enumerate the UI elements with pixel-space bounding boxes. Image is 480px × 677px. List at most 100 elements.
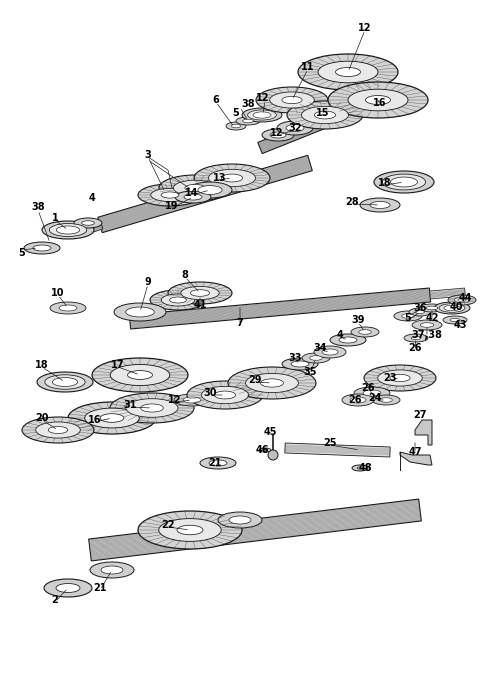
Text: 44: 44	[458, 293, 472, 303]
Text: 21: 21	[208, 458, 222, 468]
Ellipse shape	[426, 306, 438, 310]
Text: 41: 41	[193, 300, 207, 310]
Ellipse shape	[151, 188, 189, 202]
Text: 30: 30	[203, 388, 217, 398]
Ellipse shape	[439, 304, 465, 312]
Ellipse shape	[342, 394, 374, 406]
Ellipse shape	[45, 375, 85, 389]
Ellipse shape	[200, 457, 236, 469]
Ellipse shape	[416, 310, 424, 313]
Circle shape	[268, 450, 278, 460]
Ellipse shape	[390, 374, 410, 382]
Ellipse shape	[215, 391, 236, 399]
Ellipse shape	[184, 194, 202, 200]
Text: 3: 3	[144, 150, 151, 160]
Ellipse shape	[187, 381, 263, 409]
Ellipse shape	[262, 129, 294, 141]
Text: 11: 11	[301, 62, 315, 72]
Text: 12: 12	[358, 23, 372, 33]
Ellipse shape	[183, 397, 201, 403]
Ellipse shape	[360, 198, 400, 212]
Ellipse shape	[328, 82, 428, 118]
Ellipse shape	[209, 460, 227, 466]
Text: 36: 36	[413, 303, 427, 313]
Polygon shape	[415, 420, 432, 445]
Text: 26: 26	[361, 383, 375, 393]
Text: 12: 12	[256, 93, 270, 103]
Ellipse shape	[419, 304, 445, 312]
Ellipse shape	[458, 299, 466, 301]
Ellipse shape	[74, 218, 102, 228]
Ellipse shape	[218, 512, 262, 528]
Ellipse shape	[159, 519, 221, 542]
Ellipse shape	[444, 305, 460, 311]
Ellipse shape	[228, 367, 316, 399]
Text: 23: 23	[383, 373, 397, 383]
Text: 18: 18	[35, 360, 49, 370]
Ellipse shape	[351, 327, 379, 337]
Text: 39: 39	[351, 315, 365, 325]
Ellipse shape	[221, 174, 242, 182]
Ellipse shape	[44, 579, 92, 597]
Ellipse shape	[100, 414, 124, 422]
Ellipse shape	[339, 337, 357, 343]
Text: 7: 7	[237, 318, 243, 328]
Ellipse shape	[277, 121, 313, 135]
Ellipse shape	[357, 467, 363, 469]
Text: 15: 15	[316, 108, 330, 118]
Ellipse shape	[236, 117, 260, 125]
Ellipse shape	[82, 221, 94, 225]
Ellipse shape	[270, 132, 286, 138]
Ellipse shape	[412, 320, 442, 330]
Text: 27: 27	[413, 410, 427, 420]
Polygon shape	[258, 94, 382, 154]
Polygon shape	[74, 223, 103, 238]
Ellipse shape	[391, 177, 418, 187]
Ellipse shape	[330, 334, 366, 346]
Text: 29: 29	[248, 375, 262, 385]
Ellipse shape	[49, 223, 87, 236]
Ellipse shape	[261, 379, 283, 387]
Ellipse shape	[138, 184, 202, 206]
Text: 13: 13	[213, 173, 227, 183]
Ellipse shape	[150, 290, 206, 310]
Text: 38: 38	[241, 99, 255, 109]
Ellipse shape	[159, 175, 231, 201]
Ellipse shape	[409, 308, 431, 316]
Ellipse shape	[181, 286, 219, 300]
Ellipse shape	[110, 393, 194, 423]
Ellipse shape	[36, 422, 80, 438]
Text: 20: 20	[35, 413, 49, 423]
Ellipse shape	[52, 378, 78, 387]
Ellipse shape	[352, 465, 368, 471]
Ellipse shape	[420, 323, 434, 327]
Ellipse shape	[359, 330, 372, 334]
Ellipse shape	[22, 417, 94, 443]
Text: 21: 21	[93, 583, 107, 593]
Ellipse shape	[282, 358, 318, 370]
Ellipse shape	[185, 184, 205, 192]
Ellipse shape	[50, 302, 86, 314]
Text: 5: 5	[233, 108, 240, 118]
Ellipse shape	[194, 164, 270, 192]
Ellipse shape	[434, 302, 470, 314]
Ellipse shape	[110, 364, 170, 385]
Ellipse shape	[92, 358, 188, 392]
Text: 37,38: 37,38	[411, 330, 443, 340]
Ellipse shape	[246, 374, 299, 393]
Text: 8: 8	[181, 270, 189, 280]
Ellipse shape	[161, 192, 179, 198]
Ellipse shape	[208, 169, 255, 187]
Ellipse shape	[202, 387, 249, 403]
Ellipse shape	[454, 297, 470, 303]
Ellipse shape	[56, 584, 80, 592]
Ellipse shape	[101, 566, 123, 574]
Text: 12: 12	[270, 128, 284, 138]
Ellipse shape	[448, 295, 476, 305]
Ellipse shape	[310, 355, 322, 360]
Text: 17: 17	[111, 360, 125, 370]
Ellipse shape	[24, 242, 60, 254]
Ellipse shape	[370, 202, 390, 209]
Ellipse shape	[177, 525, 203, 535]
Ellipse shape	[168, 282, 232, 304]
